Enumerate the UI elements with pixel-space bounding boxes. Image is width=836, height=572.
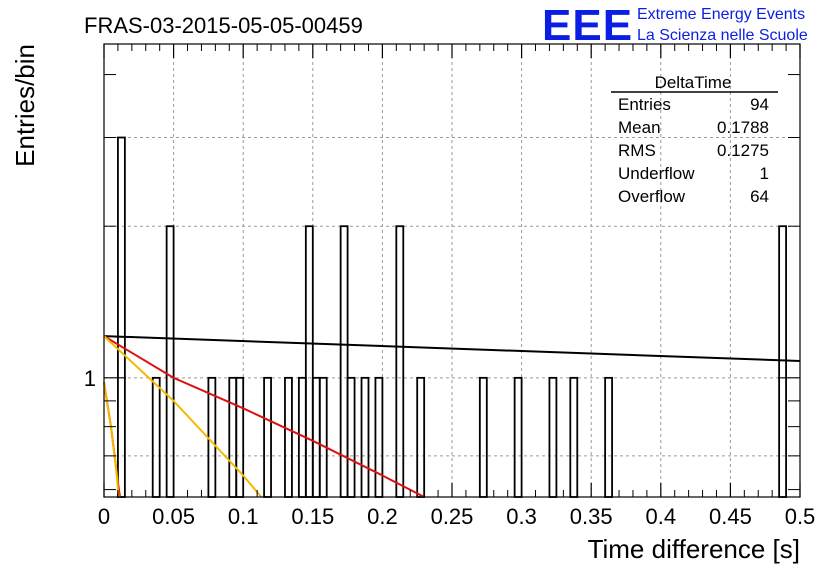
fit-curve <box>103 335 425 498</box>
histogram-bin <box>228 376 238 498</box>
histogram-bin <box>604 376 613 498</box>
histogram-bin <box>284 376 293 498</box>
x-tick-label: 0.3 <box>506 504 537 529</box>
x-axis-label: Time difference [s] <box>588 534 800 564</box>
stats-title: DeltaTime <box>655 73 732 92</box>
histogram-bars <box>117 136 787 498</box>
histogram-bin <box>395 225 405 498</box>
logo-mark: EEE <box>542 1 633 50</box>
histogram-bin <box>151 376 161 498</box>
histogram-bin <box>778 225 787 498</box>
fit-curve <box>103 335 263 498</box>
stats-row-value: 1 <box>760 164 769 183</box>
stats-row-value: 64 <box>750 187 769 206</box>
histogram-bin <box>548 376 558 498</box>
histogram-bin <box>360 376 370 498</box>
histogram-bin <box>235 376 245 498</box>
histogram-bin <box>478 376 488 498</box>
x-tick-label: 0.5 <box>785 504 816 529</box>
stats-row-label: Underflow <box>618 164 695 183</box>
stats-row-value: 0.1275 <box>717 141 769 160</box>
histogram-bin <box>311 376 321 498</box>
x-tick-label: 0.1 <box>228 504 259 529</box>
x-tick-label: 0.2 <box>367 504 398 529</box>
x-axis-ticks: 0 0.05 0.1 0.15 0.2 0.25 0.3 0.35 0.4 0.45 0.5 <box>98 44 815 529</box>
histogram-bin <box>374 376 384 498</box>
histogram-bin <box>416 376 426 498</box>
logo-line-2: La Scienza nelle Scuole <box>637 27 808 44</box>
stats-row-value: 0.1788 <box>717 118 769 137</box>
histogram-bin <box>346 376 356 498</box>
histogram-bin <box>263 376 272 498</box>
chart-title: FRAS-03-2015-05-05-00459 <box>84 13 363 38</box>
fit-curves <box>103 335 801 498</box>
y-tick-label: 1 <box>84 366 96 391</box>
x-tick-label: 0 <box>98 504 110 529</box>
eee-logo: EEE Extreme Energy Events La Scienza nel… <box>542 1 808 50</box>
x-tick-label: 0.45 <box>709 504 752 529</box>
histogram-bin <box>165 225 175 498</box>
y-axis-ticks: 1 <box>84 74 800 491</box>
fit-curve <box>103 335 801 362</box>
x-tick-label: 0.25 <box>431 504 474 529</box>
stats-row-label: Mean <box>618 118 661 137</box>
stats-row-label: Overflow <box>618 187 686 206</box>
x-tick-label: 0.15 <box>291 504 334 529</box>
stats-box: DeltaTime Entries 94 Mean 0.1788 RMS 0.1275 Un… <box>611 73 778 206</box>
histogram-bin <box>304 225 314 498</box>
stats-rows: Entries 94 Mean 0.1788 RMS 0.1275 Underflow 1 Ov… <box>618 95 769 206</box>
x-tick-label: 0.35 <box>570 504 613 529</box>
histogram-bin <box>569 376 579 498</box>
stats-row-value: 94 <box>750 95 769 114</box>
fit-curve <box>103 382 120 498</box>
y-axis-label: Entries/bin <box>10 44 40 167</box>
stats-row-label: RMS <box>618 141 656 160</box>
stats-row-label: Entries <box>618 95 671 114</box>
logo-line-1: Extreme Energy Events <box>637 6 805 23</box>
histogram-bin <box>513 376 523 498</box>
histogram-bin <box>318 376 328 498</box>
grid <box>104 44 800 497</box>
x-tick-label: 0.05 <box>152 504 195 529</box>
x-tick-label: 0.4 <box>646 504 677 529</box>
histogram-bin <box>117 136 126 498</box>
